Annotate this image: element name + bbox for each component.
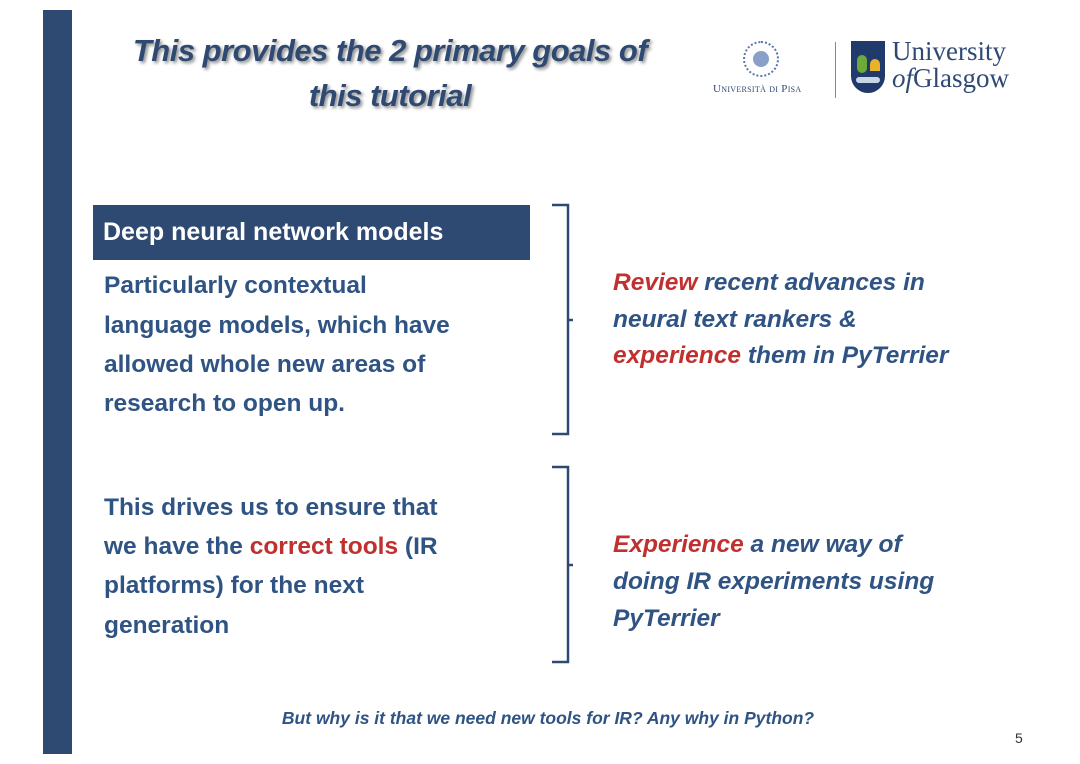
section-header: Deep neural network models [93, 205, 530, 260]
goal-1-line-3: experience them in PyTerrier [613, 342, 949, 369]
left-text-line: generation [104, 612, 230, 639]
goal-1-line-2: neural text rankers & [613, 306, 857, 333]
left-text-line: platforms) for the next [104, 572, 364, 599]
slide-title: This provides the 2 primary goals of thi… [80, 28, 700, 118]
pisa-logo-text: Università di Pisa [713, 83, 802, 95]
left-text-line: language models, which have [104, 312, 450, 339]
goal-2-line-2: doing IR experiments using [613, 568, 935, 595]
goal-1-line-1: Review recent advances in [613, 269, 925, 296]
right-brace-2 [552, 465, 573, 664]
title-line-1: This provides the 2 primary goals of [132, 33, 648, 68]
page-number: 5 [1015, 730, 1023, 746]
goal-2-line-3: PyTerrier [613, 605, 720, 632]
title-line-2: this tutorial [308, 78, 472, 113]
left-text-line: allowed whole new areas of [104, 351, 426, 378]
left-accent-bar [43, 10, 72, 754]
left-text-line: Particularly contextual [104, 272, 367, 299]
left-text-line: we have the correct tools (IR [104, 533, 438, 560]
logos: Università di Pisa University ofGlasgow [705, 38, 1035, 100]
logo-divider [835, 42, 836, 98]
glasgow-shield-logo [851, 41, 885, 93]
pisa-seal-logo [743, 41, 779, 77]
left-text-line: This drives us to ensure that [104, 494, 438, 521]
left-text-line: research to open up. [104, 390, 345, 417]
right-brace-1 [552, 203, 573, 436]
glasgow-logo-text: University ofGlasgow [892, 36, 1010, 93]
footer-question: But why is it that we need new tools for… [281, 708, 815, 728]
goal-2-line-1: Experience a new way of [613, 531, 902, 558]
